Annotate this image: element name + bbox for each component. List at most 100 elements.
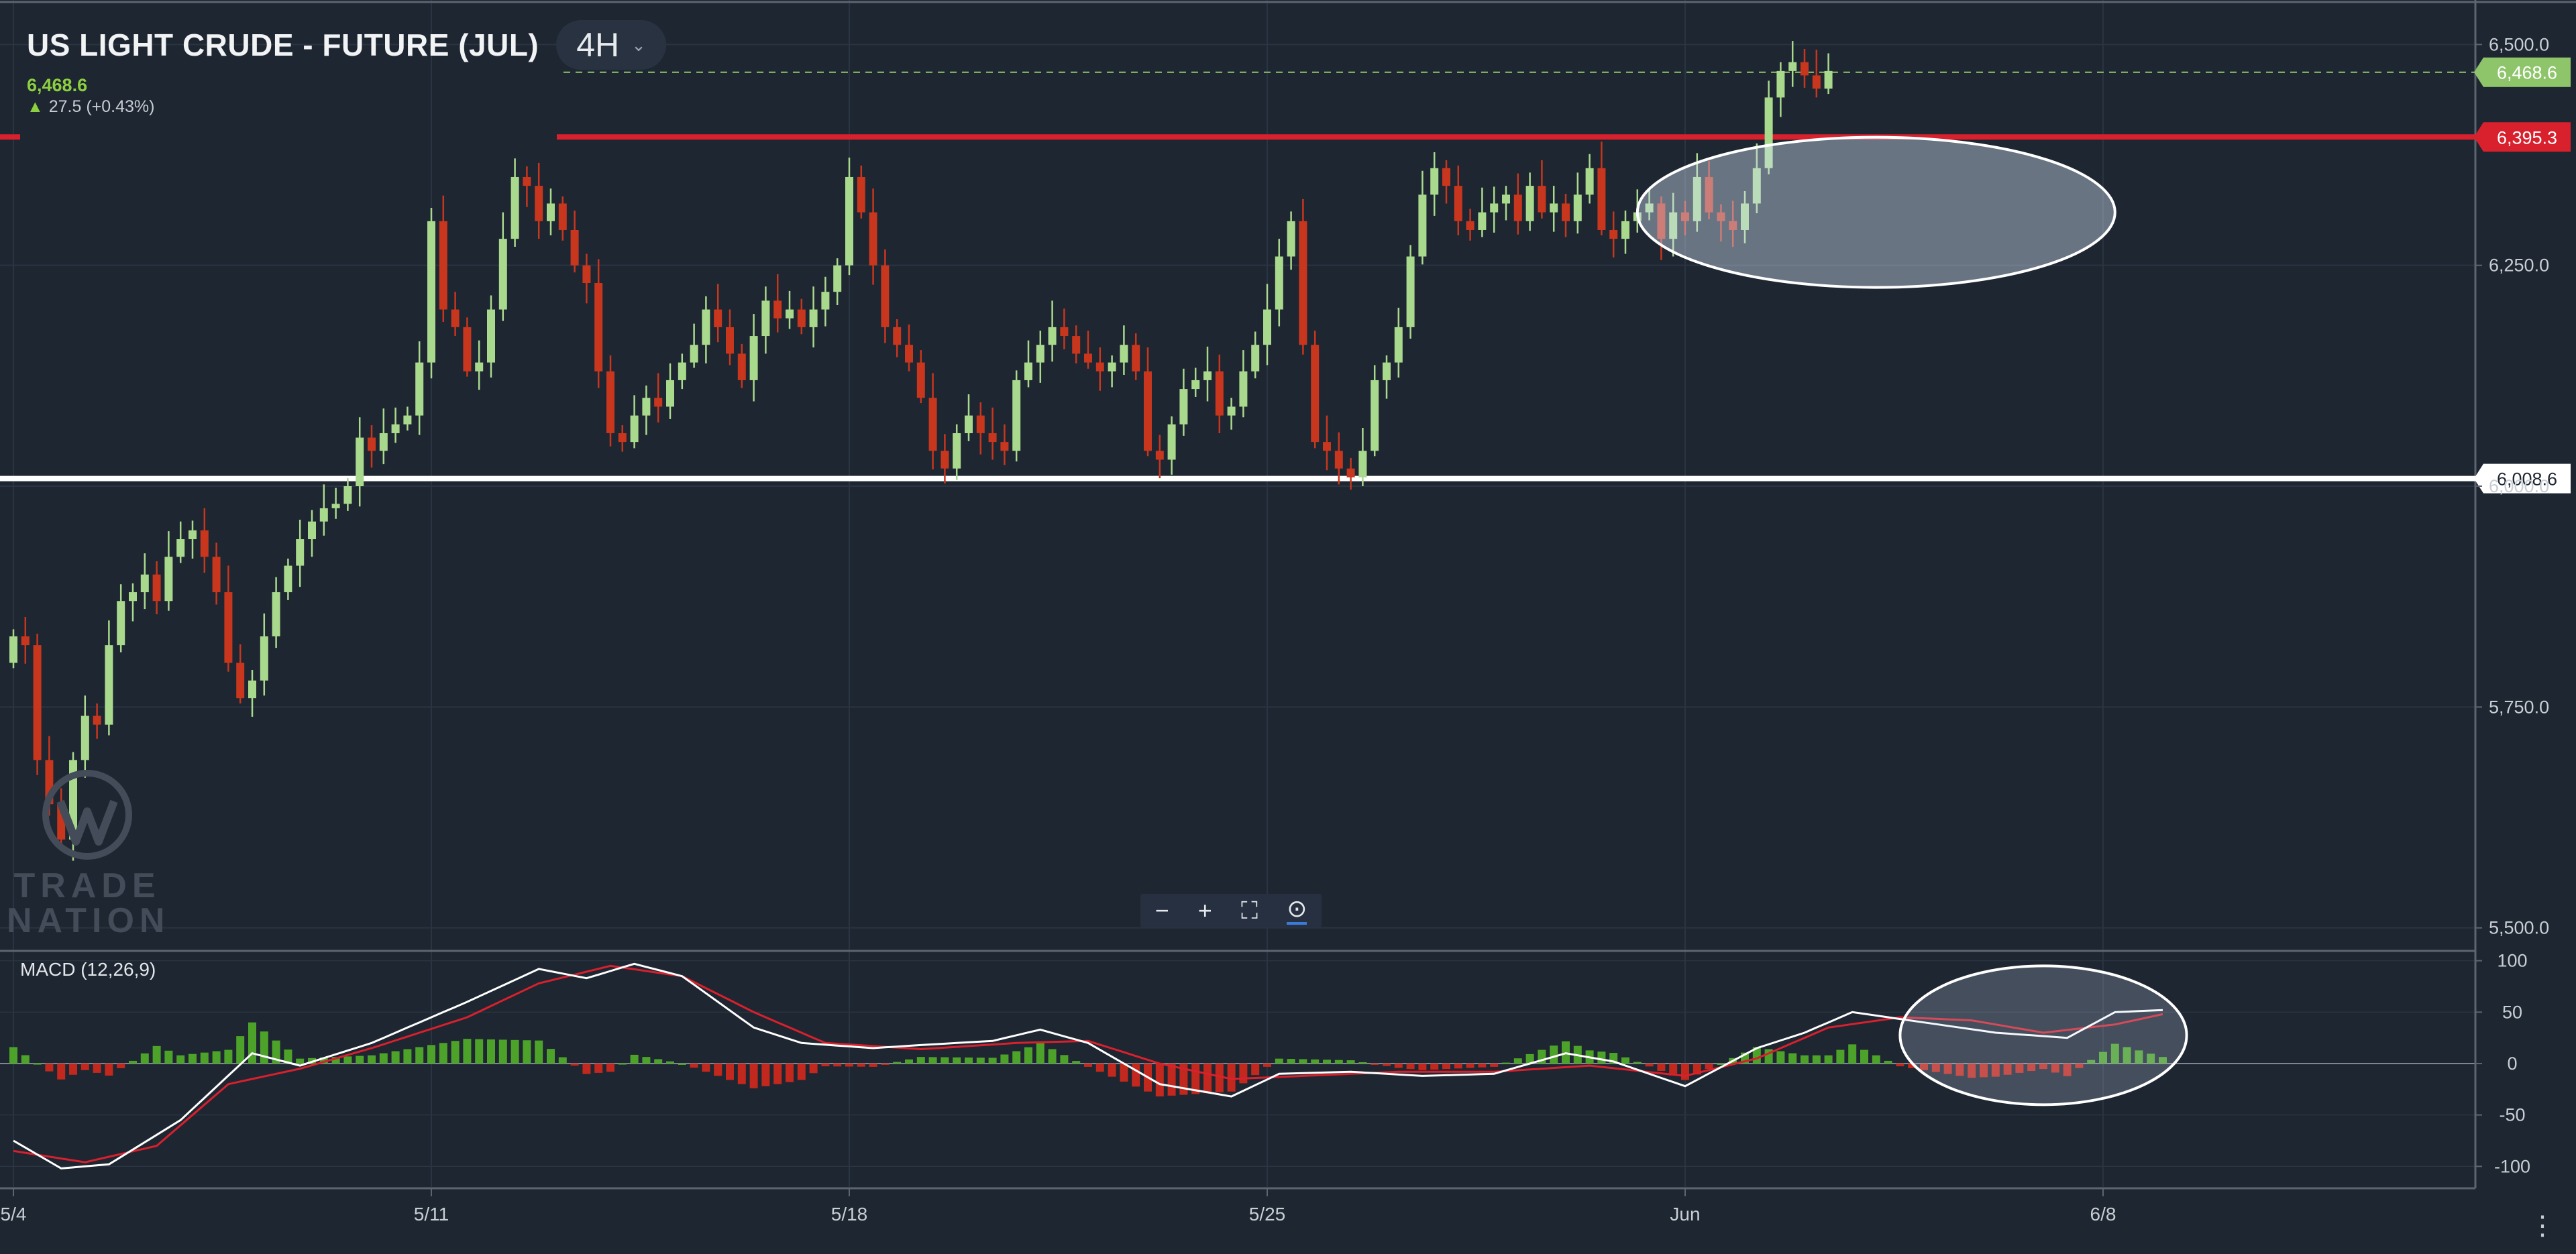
chevron-down-icon: ⌄ (631, 34, 646, 55)
macd-histogram-bar (1442, 1064, 1450, 1070)
candle-body (594, 283, 603, 372)
macd-histogram-bar (1383, 1064, 1391, 1066)
macd-histogram-bar (535, 1040, 543, 1064)
candle-body (1741, 203, 1749, 230)
macd-highlight-ellipse (1898, 964, 2188, 1106)
candle-body (1681, 212, 1689, 221)
candle-body (487, 309, 495, 363)
macd-histogram-bar (2135, 1050, 2143, 1064)
macd-histogram-bar (105, 1064, 113, 1076)
macd-histogram-bar (1203, 1064, 1212, 1094)
candle-body (1084, 353, 1092, 363)
price-tick-label: 5,750.0 (2489, 697, 2549, 717)
macd-histogram-bar (1931, 1064, 1940, 1072)
macd-histogram-bar (654, 1059, 663, 1064)
macd-histogram-bar (1920, 1064, 1928, 1070)
candle-body (726, 327, 734, 354)
x-tick-label: 5/25 (1249, 1204, 1286, 1224)
macd-histogram-bar (523, 1040, 531, 1064)
candle-body (1418, 194, 1427, 257)
candle-body (9, 636, 17, 663)
timeframe-label: 4H (576, 26, 620, 64)
macd-histogram-bar (248, 1022, 256, 1064)
macd-histogram-bar (714, 1064, 722, 1076)
macd-histogram-bar (2051, 1064, 2059, 1073)
macd-histogram-bar (547, 1049, 555, 1064)
macd-histogram-bar (511, 1039, 519, 1064)
candle-body (189, 530, 197, 540)
macd-histogram-bar (498, 1039, 507, 1064)
candle-body (1036, 345, 1044, 363)
timeframe-dropdown[interactable]: 4H ⌄ (556, 20, 666, 70)
candle-body (1167, 424, 1176, 460)
macd-histogram-bar (1801, 1055, 1809, 1064)
level-lines-layer (0, 71, 2516, 481)
candle-body (308, 521, 316, 540)
more-options-icon[interactable]: ⋮ (2529, 1211, 2556, 1241)
macd-histogram-bar (1657, 1064, 1666, 1072)
candle-body (296, 539, 305, 566)
candle-body (928, 398, 937, 451)
macd-histogram-bar (1550, 1045, 1558, 1064)
macd-histogram-bar (1525, 1053, 1534, 1064)
candle-body (368, 437, 376, 451)
candle-body (1776, 70, 1785, 98)
macd-tick-label: -100 (2494, 1156, 2530, 1176)
candles-layer (9, 41, 1833, 861)
candle-body (1263, 309, 1271, 345)
candle-body (1371, 380, 1379, 451)
macd-histogram-bar (749, 1064, 758, 1088)
macd-histogram-bar (212, 1051, 221, 1064)
macd-histogram-bar (630, 1054, 639, 1064)
candle-body (1012, 380, 1021, 451)
macd-histogram-bar (368, 1055, 376, 1064)
zoom-out-icon[interactable]: − (1155, 897, 1169, 924)
macd-histogram-bar (1012, 1051, 1021, 1064)
candle-body (1752, 168, 1761, 204)
candle-body (678, 362, 686, 380)
macd-histogram-bar (1454, 1064, 1462, 1069)
candle-body (642, 398, 651, 416)
macd-histogram-bar (427, 1045, 435, 1064)
macd-histogram-bar (1705, 1064, 1713, 1070)
instrument-title: US LIGHT CRUDE - FUTURE (JUL) (27, 27, 539, 62)
candle-body (1323, 442, 1331, 451)
macd-histogram-bar (965, 1058, 973, 1064)
zoom-in-icon[interactable]: + (1197, 897, 1212, 924)
fullscreen-icon[interactable]: ⛶ (1240, 897, 1258, 924)
macd-histogram-bar (1132, 1064, 1140, 1087)
macd-histogram-bar (1371, 1064, 1379, 1065)
candle-body (356, 437, 364, 486)
macd-histogram-bar (833, 1064, 842, 1067)
macd-histogram-bar (1848, 1044, 1857, 1064)
macd-histogram-bar (702, 1064, 710, 1072)
macd-histogram-bar (570, 1064, 579, 1066)
macd-histogram-bar (690, 1064, 698, 1068)
candle-body (618, 433, 627, 443)
candle-body (1072, 336, 1081, 354)
candle-body (1251, 345, 1260, 372)
macd-histogram-bar (1776, 1051, 1785, 1064)
macd-histogram-bar (845, 1064, 853, 1067)
macd-histogram-bar (726, 1064, 734, 1080)
price-tick-label: 6,000.0 (2489, 476, 2549, 496)
macd-histogram-bar (857, 1064, 865, 1067)
macd-tick-label: 0 (2507, 1053, 2517, 1074)
macd-histogram-bar (272, 1040, 280, 1064)
macd-histogram-bar (773, 1064, 782, 1084)
candle-body (1812, 75, 1821, 89)
macd-histogram-bar (1980, 1064, 1988, 1078)
candle-body (1144, 371, 1152, 451)
x-tick-label: 5/18 (831, 1204, 868, 1224)
macd-histogram-bar (379, 1053, 388, 1064)
price-tick-label: 5,500.0 (2489, 918, 2549, 938)
macd-layer (9, 962, 2167, 1170)
macd-histogram-bar (1215, 1064, 1224, 1092)
magnifier-reset-icon[interactable]: ⊙ (1287, 897, 1307, 925)
last-price: 6,468.6 (27, 75, 88, 95)
trade-nation-watermark: TRADE NATION (7, 764, 168, 938)
macd-histogram-bar (642, 1057, 651, 1064)
candle-body (1764, 97, 1773, 168)
candle-body (1538, 186, 1546, 213)
macd-histogram-bar (93, 1064, 101, 1073)
